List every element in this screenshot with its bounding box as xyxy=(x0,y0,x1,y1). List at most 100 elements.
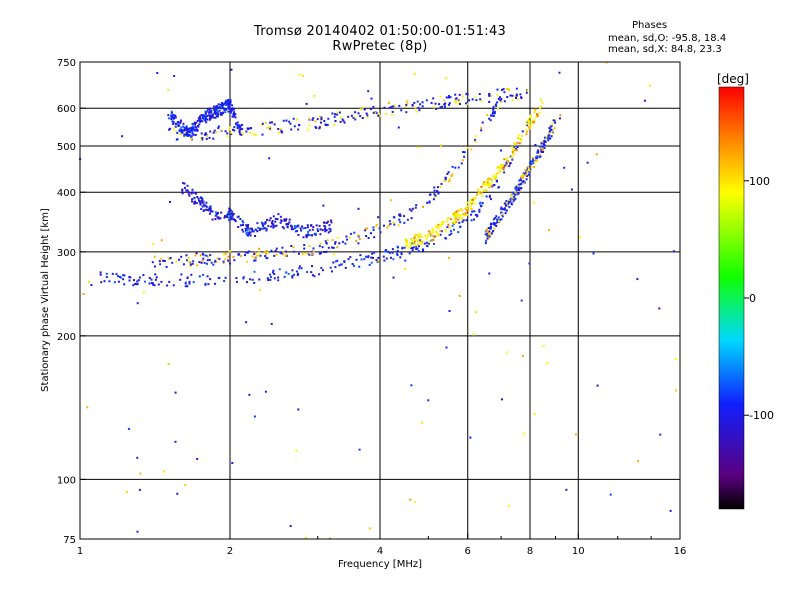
data-point xyxy=(465,102,468,105)
data-point xyxy=(169,257,172,259)
data-point xyxy=(469,202,472,205)
data-point xyxy=(195,202,198,205)
data-point xyxy=(188,282,191,285)
data-point xyxy=(246,227,249,230)
data-point xyxy=(201,138,204,141)
data-point xyxy=(334,242,337,245)
data-point xyxy=(414,206,417,209)
data-point xyxy=(412,246,415,249)
data-point xyxy=(228,105,231,108)
data-point xyxy=(360,258,363,261)
data-point xyxy=(183,126,186,129)
data-point xyxy=(526,170,529,173)
data-point xyxy=(388,251,391,254)
data-point xyxy=(325,242,328,245)
data-point xyxy=(245,229,247,232)
data-point xyxy=(139,472,142,475)
data-point xyxy=(396,252,399,255)
data-point xyxy=(318,127,321,130)
data-point xyxy=(558,117,561,120)
data-point xyxy=(432,106,435,109)
data-point xyxy=(488,100,491,103)
data-point xyxy=(405,111,408,114)
data-point xyxy=(449,218,452,221)
data-point xyxy=(229,99,232,102)
data-point xyxy=(349,256,352,259)
data-point xyxy=(227,255,230,258)
data-point xyxy=(474,213,477,216)
data-point xyxy=(559,114,562,117)
data-point xyxy=(195,252,198,255)
data-point xyxy=(388,106,391,109)
data-point xyxy=(231,214,234,217)
data-point xyxy=(318,252,321,255)
data-point xyxy=(193,121,196,124)
data-point xyxy=(469,204,472,207)
colorbar-tick-label: 100 xyxy=(749,175,770,188)
data-point xyxy=(119,276,122,279)
data-point xyxy=(529,163,532,166)
data-point xyxy=(196,264,199,267)
data-point xyxy=(265,252,268,255)
data-point xyxy=(200,261,203,264)
data-point xyxy=(170,110,173,113)
data-point xyxy=(445,96,448,99)
data-point xyxy=(432,198,435,201)
data-point xyxy=(306,252,309,255)
data-point xyxy=(113,281,116,284)
data-point xyxy=(194,129,197,132)
data-point xyxy=(358,238,361,241)
data-point xyxy=(308,234,311,236)
data-point xyxy=(272,215,275,218)
data-point xyxy=(400,109,403,112)
data-point xyxy=(461,159,464,162)
data-point xyxy=(543,144,546,147)
data-point xyxy=(318,115,321,118)
data-point xyxy=(489,225,492,228)
data-point xyxy=(448,102,451,105)
data-point xyxy=(659,433,662,436)
data-point xyxy=(157,283,160,286)
data-point xyxy=(295,449,298,452)
data-point xyxy=(515,93,518,96)
data-point xyxy=(195,121,198,124)
data-point xyxy=(491,185,494,188)
data-point xyxy=(351,263,354,265)
data-point xyxy=(462,219,465,222)
data-point xyxy=(414,244,417,247)
data-point xyxy=(512,191,515,194)
data-point xyxy=(411,104,414,107)
data-point xyxy=(385,257,388,260)
data-point xyxy=(188,130,191,133)
data-point xyxy=(199,254,202,257)
data-point xyxy=(437,223,440,226)
data-point xyxy=(273,277,276,280)
data-point xyxy=(456,209,459,212)
data-point xyxy=(520,96,523,99)
data-point xyxy=(439,186,442,188)
data-point xyxy=(193,128,196,131)
data-point xyxy=(489,234,491,237)
data-point xyxy=(331,239,334,242)
data-point xyxy=(172,122,175,125)
data-point xyxy=(213,108,216,111)
data-point xyxy=(303,252,306,255)
data-point xyxy=(268,157,271,160)
data-point xyxy=(507,199,510,202)
data-point xyxy=(214,111,216,114)
data-point xyxy=(389,222,392,225)
data-point xyxy=(411,247,414,249)
data-point xyxy=(361,106,364,109)
data-point xyxy=(371,252,374,255)
grid-lines xyxy=(80,62,680,539)
data-point xyxy=(117,275,120,278)
data-point xyxy=(257,226,260,229)
data-point xyxy=(530,160,533,163)
data-point xyxy=(325,221,328,224)
data-point xyxy=(210,109,213,112)
data-point xyxy=(125,491,128,494)
data-point xyxy=(538,156,541,159)
data-point xyxy=(527,167,530,170)
data-point xyxy=(414,500,417,503)
data-point xyxy=(528,262,531,265)
